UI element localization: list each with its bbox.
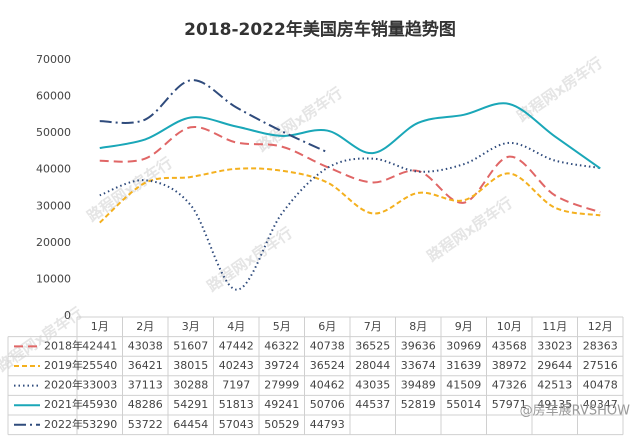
x-tick-label: 8月: [409, 320, 427, 333]
table-value: 37113: [128, 379, 163, 392]
table-value: 39724: [264, 359, 299, 372]
table-value: 27516: [583, 359, 618, 372]
legend-label: 2019年: [44, 358, 83, 372]
x-tick-label: 7月: [364, 320, 382, 333]
table-value: 55014: [446, 398, 481, 411]
table-value: 7197: [222, 379, 250, 392]
legend-label: 2018年: [44, 338, 83, 352]
table-value: 41509: [446, 379, 481, 392]
table-value: 49135: [537, 398, 572, 411]
table-value: 47326: [492, 379, 527, 392]
watermark: 路程网x房车行: [424, 194, 516, 266]
table-value: 33003: [82, 379, 117, 392]
table-value: 42513: [537, 379, 572, 392]
table-value: 38972: [492, 359, 527, 372]
table-value: 50529: [264, 418, 299, 431]
x-tick-label: 6月: [318, 320, 336, 333]
x-tick-label: 1月: [91, 320, 109, 333]
y-tick-label: 10000: [36, 272, 71, 285]
table-value: 40462: [310, 379, 345, 392]
table-value: 28363: [583, 339, 618, 352]
table-value: 36421: [128, 359, 163, 372]
line-series: [99, 167, 601, 224]
table-value: 53722: [128, 418, 163, 431]
legend-label: 2020年: [44, 378, 83, 392]
table-value: 49241: [264, 398, 299, 411]
x-tick-label: 9月: [455, 320, 473, 333]
watermark: 路程网x房车行: [254, 84, 346, 156]
table-value: 52819: [401, 398, 436, 411]
x-tick-label: 10月: [497, 320, 522, 333]
table-value: 44793: [310, 418, 345, 431]
table-value: 42441: [82, 339, 117, 352]
y-tick-label: 0: [64, 309, 71, 322]
line-series: [99, 141, 601, 291]
watermark: 路程网x房车行: [84, 154, 176, 226]
table-value: 31639: [446, 359, 481, 372]
table-value: 53290: [82, 418, 117, 431]
y-tick-label: 40000: [36, 163, 71, 176]
table-value: 50706: [310, 398, 345, 411]
table-value: 25540: [82, 359, 117, 372]
table-value: 46322: [264, 339, 299, 352]
table-value: 39489: [401, 379, 436, 392]
line-series: [99, 79, 328, 154]
table-value: 28044: [355, 359, 390, 372]
table-value: 44537: [355, 398, 390, 411]
legend-label: 2021年: [44, 397, 83, 411]
table-value: 29644: [537, 359, 572, 372]
x-tick-label: 11月: [542, 320, 567, 333]
x-tick-label: 12月: [588, 320, 613, 333]
table-value: 40243: [219, 359, 254, 372]
table-value: 40738: [310, 339, 345, 352]
y-tick-label: 30000: [36, 199, 71, 212]
table-value: 40478: [583, 379, 618, 392]
table-value: 40347: [583, 398, 618, 411]
x-tick-label: 3月: [182, 320, 200, 333]
table-value: 54291: [173, 398, 208, 411]
x-tick-label: 5月: [273, 320, 291, 333]
y-tick-label: 20000: [36, 236, 71, 249]
table-value: 51813: [219, 398, 254, 411]
table-value: 57043: [219, 418, 254, 431]
source-mark: @房车展RVSHOW: [520, 403, 630, 419]
table-value: 38015: [173, 359, 208, 372]
table-value: 30288: [173, 379, 208, 392]
table-value: 43038: [128, 339, 163, 352]
x-tick-label: 2月: [136, 320, 154, 333]
table-value: 43568: [492, 339, 527, 352]
legend-label: 2022年: [44, 417, 83, 431]
watermark: 路程网x房车行: [204, 224, 296, 296]
y-tick-label: 70000: [36, 53, 71, 66]
table-value: 57971: [492, 398, 527, 411]
table-value: 39636: [401, 339, 436, 352]
table-value: 36525: [355, 339, 390, 352]
table-value: 45930: [82, 398, 117, 411]
table-value: 64454: [173, 418, 208, 431]
table-value: 33023: [537, 339, 572, 352]
table-value: 43035: [355, 379, 390, 392]
line-series: [99, 102, 601, 170]
chart-title: 2018-2022年美国房车销量趋势图: [184, 19, 456, 40]
table-value: 48286: [128, 398, 163, 411]
y-tick-label: 50000: [36, 126, 71, 139]
line-series: [99, 126, 601, 214]
y-tick-label: 60000: [36, 90, 71, 103]
table-value: 30969: [446, 339, 481, 352]
x-tick-label: 4月: [227, 320, 245, 333]
table-value: 51607: [173, 339, 208, 352]
table-value: 36524: [310, 359, 345, 372]
table-value: 33674: [401, 359, 436, 372]
table-value: 27999: [264, 379, 299, 392]
table-value: 47442: [219, 339, 254, 352]
